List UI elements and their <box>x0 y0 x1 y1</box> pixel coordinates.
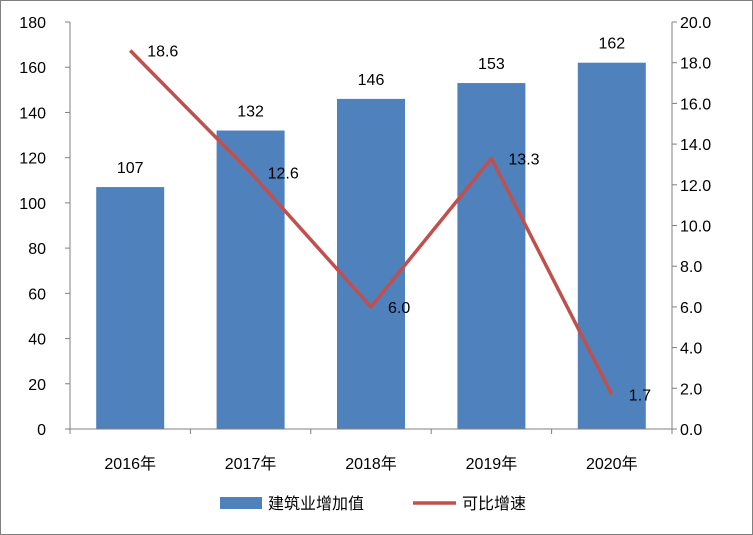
left-tick-label: 40 <box>28 332 46 349</box>
line-data-labels: 18.6 12.6 6.0 13.3 1.7 <box>147 43 651 404</box>
left-tick-label: 180 <box>19 15 46 32</box>
bar-value-label: 132 <box>237 104 264 121</box>
bar-value-label: 162 <box>598 36 625 53</box>
line-value-label: 12.6 <box>268 166 299 183</box>
bar <box>457 83 526 430</box>
line-value-label: 18.6 <box>147 43 178 60</box>
line-series <box>128 49 614 396</box>
left-tick-label: 80 <box>28 241 46 258</box>
right-tick-label: 0.0 <box>680 422 702 439</box>
bar <box>96 187 165 429</box>
x-tick-label: 2018年 <box>345 455 397 473</box>
x-tick-label: 2017年 <box>225 455 277 473</box>
legend-label-line: 可比增速 <box>462 495 526 513</box>
left-tick-label: 140 <box>19 105 46 122</box>
bar <box>216 130 285 430</box>
bar-value-label: 153 <box>478 56 505 73</box>
bar-series <box>96 62 646 430</box>
left-tick-label: 60 <box>28 286 46 303</box>
axes <box>69 22 673 430</box>
right-tick-label: 14.0 <box>680 137 711 154</box>
line-value-label: 1.7 <box>629 387 651 404</box>
bar-value-label: 107 <box>117 160 144 177</box>
left-tick-label: 0 <box>37 422 46 439</box>
right-tick-label: 6.0 <box>680 300 702 317</box>
legend-swatch-bar <box>220 497 262 509</box>
right-tick-label: 18.0 <box>680 56 711 73</box>
line-value-label: 6.0 <box>388 300 410 317</box>
x-tick-label: 2019年 <box>466 455 518 473</box>
left-tick-label: 160 <box>19 60 46 77</box>
right-tick-label: 4.0 <box>680 341 702 358</box>
left-tick-label: 20 <box>28 377 46 394</box>
bar-value-label: 146 <box>358 72 385 89</box>
right-tick-label: 12.0 <box>680 178 711 195</box>
line-value-label: 13.3 <box>508 151 539 168</box>
left-tick-label: 120 <box>19 151 46 168</box>
right-tick-label: 8.0 <box>680 259 702 276</box>
legend-label-bar: 建筑业增加值 <box>268 495 364 513</box>
right-tick-label: 20.0 <box>680 15 711 32</box>
right-tick-label: 10.0 <box>680 219 711 236</box>
right-tick-label: 2.0 <box>680 381 702 398</box>
right-tick-label: 16.0 <box>680 96 711 113</box>
x-tick-label: 2016年 <box>104 455 156 473</box>
right-axis-ticks: 0.0 2.0 4.0 6.0 8.0 10.0 12.0 14.0 16.0 18.0 20.0 <box>672 15 711 439</box>
left-axis-ticks: 0 20 40 60 80 100 120 140 160 180 <box>19 15 70 439</box>
bar <box>577 62 646 429</box>
x-tick-label: 2020年 <box>586 455 638 473</box>
x-axis-ticks: 2016年 2017年 2018年 2019年 2020年 <box>69 429 673 473</box>
bar <box>337 98 405 429</box>
line-path <box>128 49 614 396</box>
legend: 建筑业增加值 可比增速 <box>220 495 526 513</box>
left-tick-label: 100 <box>19 196 46 213</box>
bar-data-labels: 107 132 146 153 162 <box>117 36 625 177</box>
